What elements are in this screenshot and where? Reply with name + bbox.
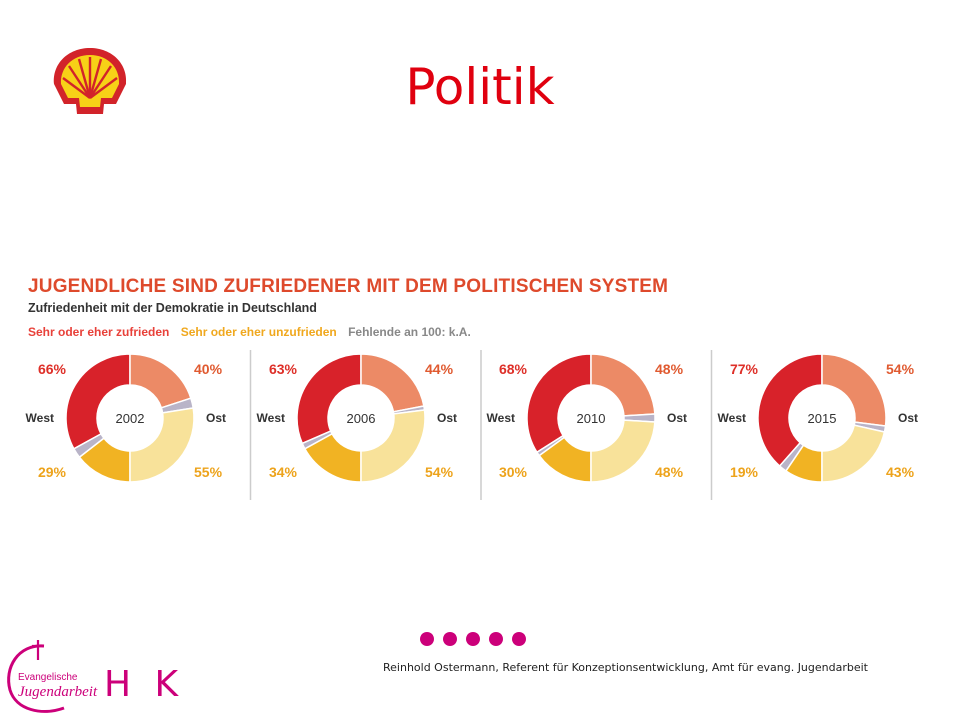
chart-panel: JUGENDLICHE SIND ZUFRIEDENER MIT DEM POL…: [20, 262, 950, 510]
donut-charts: 2002 66% 29% 40% 55% West Ost 2006 63% 34% 44% 54% W…: [26, 350, 918, 500]
label-2010-west-unzufrieden: 30%: [499, 464, 528, 480]
side-label-west-2002: West: [26, 411, 54, 425]
chart-legend: Sehr oder eher zufrieden Sehr oder eher …: [28, 325, 479, 339]
chart-title: JUGENDLICHE SIND ZUFRIEDENER MIT DEM POL…: [28, 276, 669, 297]
donut-2006-west-zufrieden: [296, 353, 362, 445]
donut-2010-west-zufrieden: [526, 353, 592, 454]
label-2015-ost-zufrieden: 54%: [886, 361, 915, 377]
side-label-west-2015: West: [718, 411, 746, 425]
label-2006-ost-zufrieden: 44%: [425, 361, 454, 377]
label-2002-ost-zufrieden: 40%: [194, 361, 223, 377]
ej-logo-text-bottom: Jugendarbeit: [18, 684, 98, 700]
chart-subtitle: Zufriedenheit mit der Demokratie in Deut…: [28, 301, 317, 315]
donut-2006-ost-zufrieden: [360, 353, 425, 413]
slide-title: Politik: [405, 58, 555, 116]
hk-label: H K: [104, 664, 185, 705]
donut-2010-ost-unzufrieden: [590, 419, 656, 483]
donut-2002-ost-unzufrieden: [129, 407, 195, 483]
side-label-west-2010: West: [487, 411, 515, 425]
shell-logo-rays: [62, 57, 118, 99]
dot-1: [420, 632, 434, 646]
legend-unzufrieden: Sehr oder eher unzufrieden: [180, 325, 337, 339]
label-2010-ost-zufrieden: 48%: [655, 361, 684, 377]
dot-2: [443, 632, 457, 646]
pagination-dots: [420, 632, 526, 646]
shell-logo-icon: [53, 48, 127, 114]
ej-logo-cross: [32, 640, 44, 660]
label-2006-ost-unzufrieden: 54%: [425, 464, 454, 480]
donut-2015-ost-zufrieden: [821, 353, 887, 427]
label-2015-west-zufrieden: 77%: [730, 361, 759, 377]
year-label-2015: 2015: [808, 411, 837, 426]
ej-logo-text-top: Evangelische: [18, 672, 78, 683]
footer-credit: Reinhold Ostermann, Referent für Konzept…: [383, 661, 868, 674]
dot-5: [512, 632, 526, 646]
ej-logo-arc: [7, 644, 65, 713]
legend-zufrieden: Sehr oder eher zufrieden: [28, 325, 170, 339]
donut-2002-ost-zufrieden: [129, 353, 192, 409]
side-label-ost-2002: Ost: [206, 411, 226, 425]
label-2006-west-zufrieden: 63%: [269, 361, 298, 377]
donut-2015-west-zufrieden: [757, 353, 823, 468]
donut-2015-ost-unzufrieden: [821, 424, 886, 483]
legend-ka: Fehlende an 100: k.A.: [348, 325, 471, 339]
label-2015-ost-unzufrieden: 43%: [886, 464, 915, 480]
year-label-2002: 2002: [116, 411, 145, 426]
label-2002-west-unzufrieden: 29%: [38, 464, 67, 480]
side-label-west-2006: West: [257, 411, 285, 425]
evangelische-jugendarbeit-logo: Evangelische Jugendarbeit: [7, 640, 98, 713]
label-2015-west-unzufrieden: 19%: [730, 464, 759, 480]
donut-2010-ost-zufrieden: [590, 353, 656, 417]
label-2010-ost-unzufrieden: 48%: [655, 464, 684, 480]
label-2006-west-unzufrieden: 34%: [269, 464, 298, 480]
side-label-ost-2015: Ost: [898, 411, 918, 425]
side-label-ost-2010: Ost: [667, 411, 687, 425]
year-label-2010: 2010: [577, 411, 606, 426]
side-label-ost-2006: Ost: [437, 411, 457, 425]
label-2010-west-zufrieden: 68%: [499, 361, 528, 377]
donut-2006-ost-unzufrieden: [360, 409, 426, 483]
year-label-2006: 2006: [347, 411, 376, 426]
label-2002-west-zufrieden: 66%: [38, 361, 67, 377]
dot-4: [489, 632, 503, 646]
dot-3: [466, 632, 480, 646]
label-2002-ost-unzufrieden: 55%: [194, 464, 223, 480]
donut-2002-west-zufrieden: [65, 353, 131, 450]
